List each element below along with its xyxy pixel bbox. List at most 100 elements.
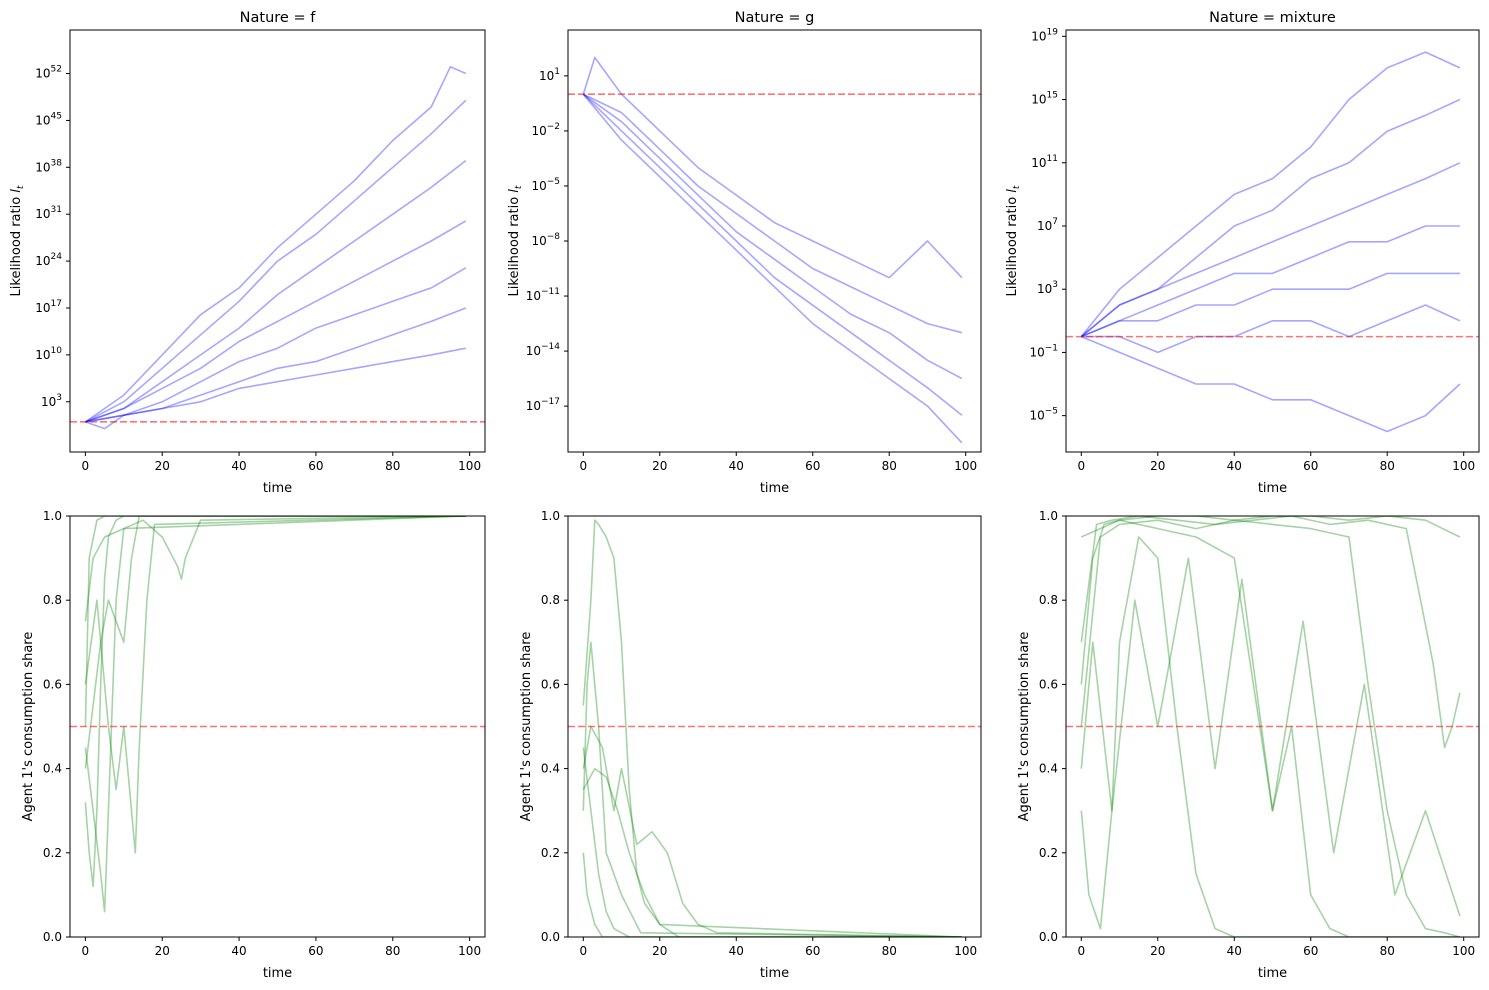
y-tick-label: 0.4 [43,762,62,776]
y-tick-label: 0.6 [1039,677,1058,691]
x-tick-label: 100 [954,944,977,958]
y-tick-label: 10−14 [526,342,561,358]
series-line-path-mid [85,159,467,423]
y-tick-label: 103 [1037,280,1058,296]
y-tick-label: 10−5 [1029,407,1058,423]
series-line-share-e [1080,557,1461,917]
y-tick-label: 0.8 [1039,593,1058,607]
series-line-share-d [582,747,962,937]
series-line-path-lower [85,267,467,423]
y-tick-label: 0.2 [541,846,560,860]
x-tick-label: 80 [882,459,897,473]
series-line-share-f [1080,516,1461,538]
series-line-path-high [84,66,467,423]
x-axis-label: time [760,481,789,496]
series-group [70,66,485,430]
x-axis-label: time [1258,966,1287,981]
x-axis-label: time [263,481,292,496]
y-tick-label: 1010 [35,346,62,362]
x-tick-label: 60 [308,459,323,473]
x-tick-label: 100 [954,459,977,473]
series-line-share-e [84,516,466,727]
series-line-path-upper [85,99,467,423]
x-tick-label: 20 [652,944,667,958]
series-line-share-a [1080,536,1460,937]
series-line-path-lowest [1080,335,1461,433]
y-axis-label: Likelihood ratio lt [9,185,26,296]
y-tick-label: 0.4 [541,762,560,776]
panel-title: Nature = f [240,10,317,26]
y-tick-label: 1.0 [1039,509,1058,523]
panel-top-middle: 0 20 40 60 80 100 101 10−2 10−5 10−8 10−11 10−14 10−… [507,10,982,496]
y-tick-label: 0.6 [541,677,560,691]
y-tick-label: 0.0 [541,930,560,944]
series-group [1066,516,1479,937]
panel-bottom-right: 0 20 40 60 80 100 0.0 0.2 0.4 0.6 0.8 1.0 time Agent … [1017,509,1480,981]
y-tick-label: 1038 [35,158,62,174]
x-axis-label: time [263,966,292,981]
x-tick-label: 0 [82,459,90,473]
series-line-share-a [84,516,466,888]
panel-title: Nature = g [735,10,815,26]
series-line-share-b [1080,519,1460,937]
x-tick-label: 80 [385,459,400,473]
x-tick-label: 40 [1227,459,1242,473]
y-tick-label: 0.2 [43,846,62,860]
x-tick-label: 100 [1452,459,1475,473]
y-axis-label: Likelihood ratio lt [1005,185,1022,296]
x-tick-label: 100 [458,944,481,958]
series-line-path-mid [1080,162,1461,338]
series-line-path-top [582,56,963,279]
series-line-path-center [1080,225,1460,338]
x-tick-label: 40 [1227,944,1242,958]
y-tick-label: 107 [1037,217,1058,233]
y-tick-label: 0.8 [541,593,560,607]
x-tick-label: 60 [805,459,820,473]
x-axis-label: time [1258,481,1287,496]
y-tick-label: 0.0 [1039,930,1058,944]
x-tick-label: 20 [1150,459,1165,473]
y-tick-label: 0.4 [1039,762,1058,776]
x-tick-label: 60 [1303,459,1318,473]
series-line-share-b [582,725,962,937]
y-tick-label: 0.0 [43,930,62,944]
x-tick-label: 0 [1077,459,1085,473]
y-tick-label: 0.6 [43,677,62,691]
series-line-share-a [582,519,962,937]
series-line-share-c [1080,519,1461,937]
x-tick-label: 40 [231,944,246,958]
series-line-path-center [85,220,467,423]
y-tick-label: 0.2 [1039,846,1058,860]
plot-frame [1065,29,1480,453]
series-line-path-low [85,307,467,423]
y-tick-label: 10−8 [531,232,560,248]
y-tick-label: 1019 [1031,27,1058,43]
y-tick-label: 0.8 [43,593,62,607]
y-tick-label: 10−2 [531,122,560,138]
panel-title: Nature = mixture [1209,10,1336,26]
series-line-path-upper [1080,98,1461,338]
series-line-share-f [84,516,466,769]
y-tick-label: 1031 [35,205,62,221]
y-tick-label: 1052 [35,65,62,81]
x-tick-label: 0 [1077,944,1085,958]
x-axis-label: time [760,966,789,981]
x-tick-label: 20 [155,459,170,473]
y-tick-label: 10−17 [526,397,560,413]
x-tick-label: 100 [458,459,481,473]
x-tick-label: 0 [579,944,587,958]
series-group [1066,51,1479,433]
x-tick-label: 60 [308,944,323,958]
y-tick-label: 1.0 [541,509,560,523]
y-axis-label: Agent 1's consumption share [1017,632,1032,822]
y-tick-label: 1045 [35,111,62,127]
series-group [70,516,485,913]
x-tick-label: 60 [1303,944,1318,958]
y-tick-label: 101 [539,67,560,83]
plot-frame [69,29,486,453]
plot-frame [69,515,486,938]
series-group [568,519,981,937]
y-tick-label: 10−11 [526,287,560,303]
plot-frame [1065,515,1480,938]
